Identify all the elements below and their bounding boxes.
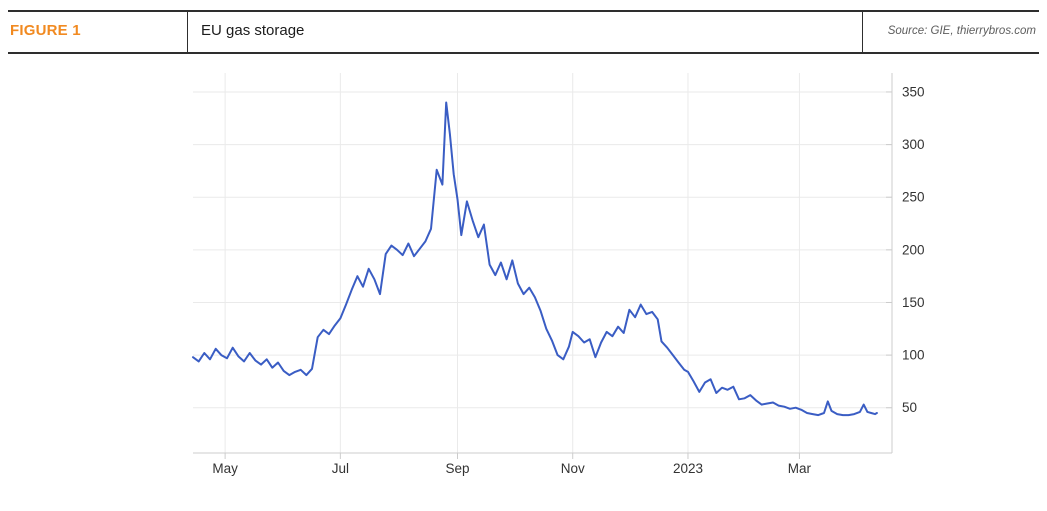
x-tick-label: Sep bbox=[445, 461, 469, 476]
x-tick-label: Jul bbox=[332, 461, 349, 476]
header-divider-left bbox=[187, 10, 188, 53]
gridlines bbox=[193, 73, 892, 453]
x-tick-label: Mar bbox=[788, 461, 812, 476]
header-divider-right bbox=[862, 10, 863, 53]
y-tick-label: 250 bbox=[902, 190, 925, 205]
y-tick-label: 150 bbox=[902, 295, 925, 310]
figure-label: FIGURE 1 bbox=[10, 22, 81, 39]
figure-source: Source: GIE, thierrybros.com bbox=[887, 25, 1036, 37]
figure-title: EU gas storage bbox=[201, 22, 305, 39]
header-bottom-rule bbox=[8, 52, 1039, 54]
x-tick-label: May bbox=[212, 461, 238, 476]
x-tick-label: Nov bbox=[561, 461, 585, 476]
y-tick-label: 100 bbox=[902, 348, 925, 363]
y-tick-label: 350 bbox=[902, 84, 925, 99]
chart-line bbox=[192, 101, 878, 417]
y-tick-label: 300 bbox=[902, 137, 925, 152]
x-tick-label: 2023 bbox=[673, 461, 703, 476]
y-tick-label: 200 bbox=[902, 242, 925, 257]
y-tick-label: 50 bbox=[902, 400, 917, 415]
header-top-rule bbox=[8, 10, 1039, 12]
